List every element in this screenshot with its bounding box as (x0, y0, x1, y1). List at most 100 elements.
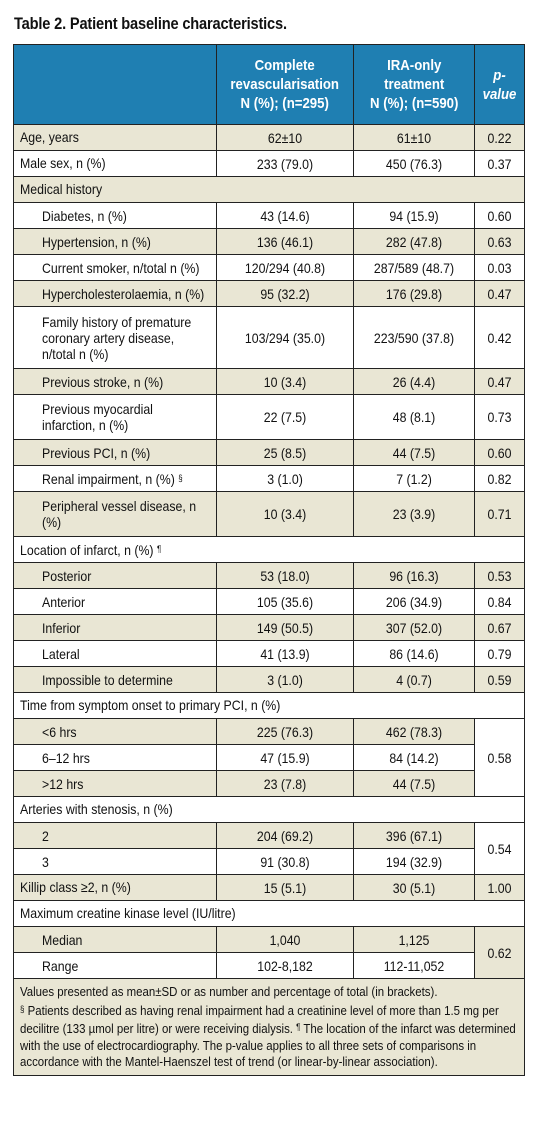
row-label: Previous myocardial infarction, n (%) (42, 401, 153, 433)
p-value: 0.71 (487, 506, 512, 522)
section-label: Location of infarct, n (%) ¶ (20, 541, 162, 558)
section-row: Location of infarct, n (%) ¶ (13, 536, 525, 563)
p-value: 0.03 (487, 259, 512, 276)
cell-value: 149 (50.5) (256, 619, 314, 636)
table-row: <6 hrs 225 (76.3) 462 (78.3) 0.58 (13, 718, 525, 797)
section-label: Maximum creatine kinase level (IU/litre) (20, 905, 236, 921)
cell-value: 10 (3.4) (263, 506, 307, 522)
cell-value: 91 (30.8) (260, 853, 310, 870)
section-label: Time from symptom onset to primary PCI, … (20, 697, 281, 713)
cell-value: 10 (3.4) (263, 373, 307, 390)
cell-value: 48 (8.1) (392, 409, 436, 425)
p-value: 0.42 (487, 329, 512, 346)
cell-value: 1,040 (269, 931, 301, 948)
table-row: Killip class ≥2, n (%) 15 (5.1) 30 (5.1)… (13, 874, 525, 901)
row-label: Renal impairment, n (%) § (42, 470, 183, 487)
cell-value: 61±10 (396, 129, 432, 146)
table-row: Hypercholesterolaemia, n (%) 95 (32.2) 1… (13, 280, 525, 307)
row-label: Diabetes, n (%) (42, 207, 127, 224)
table-row: Age, years 62±10 61±10 0.22 (13, 124, 525, 151)
cell-value: 103/294 (35.0) (244, 329, 326, 346)
cell-value: 225 (76.3) (256, 723, 314, 740)
p-value: 0.84 (487, 593, 512, 610)
table-row: Median 1,040 1,125 0.62 (13, 926, 525, 979)
header-ira-only: IRA-only treatment N (%); (n=590) (353, 44, 475, 125)
cell-value: 204 (69.2) (256, 827, 314, 844)
table-row: Previous stroke, n (%) 10 (3.4) 26 (4.4)… (13, 368, 525, 395)
table-row: >12 hrs 23 (7.8) 44 (7.5) (13, 770, 525, 797)
p-value: 0.62 (487, 944, 512, 961)
table-row: Peripheral vessel disease, n (%) 10 (3.4… (13, 491, 525, 537)
p-value: 0.60 (487, 207, 512, 224)
p-value: 0.58 (487, 749, 512, 766)
p-value: 0.59 (487, 671, 512, 688)
section-label: Medical history (20, 181, 103, 197)
p-value: 0.47 (487, 373, 512, 390)
cell-value: 120/294 (40.8) (244, 259, 326, 276)
cell-value: 43 (14.6) (260, 207, 310, 224)
section-row: Maximum creatine kinase level (IU/litre) (13, 900, 525, 927)
row-label: Hypertension, n (%) (42, 233, 151, 250)
row-label: Age, years (20, 129, 79, 145)
table-row: Anterior 105 (35.6) 206 (34.9) 0.84 (13, 588, 525, 615)
table-row: Previous PCI, n (%) 25 (8.5) 44 (7.5) 0.… (13, 439, 525, 466)
cell-value: 206 (34.9) (385, 593, 443, 610)
header-p-value: p-value (474, 44, 525, 125)
cell-value: 112-11,052 (383, 957, 445, 974)
row-label: Current smoker, n/total n (%) (42, 259, 200, 276)
cell-value: 41 (13.9) (260, 645, 310, 662)
cell-value: 3 (1.0) (267, 671, 303, 688)
cell-value: 1,125 (398, 931, 430, 948)
cell-value: 84 (14.2) (389, 749, 439, 766)
baseline-table: Complete revascularisation N (%); (n=295) … (13, 44, 525, 1076)
row-label: Range (42, 957, 79, 974)
section-row: Time from symptom onset to primary PCI, … (13, 692, 525, 719)
cell-value: 450 (76.3) (385, 155, 443, 172)
footnote: Values presented as mean±SD or as number… (20, 984, 516, 1069)
section-row: Medical history (13, 176, 525, 203)
cell-value: 223/590 (37.8) (373, 329, 455, 346)
cell-value: 22 (7.5) (263, 409, 307, 425)
table-row: Male sex, n (%) 233 (79.0) 450 (76.3) 0.… (13, 150, 525, 177)
table-row: Lateral 41 (13.9) 86 (14.6) 0.79 (13, 640, 525, 667)
cell-value: 3 (1.0) (267, 470, 303, 487)
cell-value: 15 (5.1) (263, 879, 307, 896)
cell-value: 4 (0.7) (396, 671, 432, 688)
p-value: 0.60 (487, 444, 512, 461)
p-value: 0.47 (487, 285, 512, 302)
cell-value: 462 (78.3) (385, 723, 443, 740)
table-row: 3 91 (30.8) 194 (32.9) (13, 848, 525, 875)
footnote-row: Values presented as mean±SD or as number… (13, 978, 525, 1076)
table-row: Diabetes, n (%) 43 (14.6) 94 (15.9) 0.60 (13, 202, 525, 229)
cell-value: 30 (5.1) (392, 879, 436, 896)
cell-value: 282 (47.8) (385, 233, 443, 250)
cell-value: 287/589 (48.7) (373, 259, 455, 276)
cell-value: 44 (7.5) (392, 775, 436, 792)
table-row: Hypertension, n (%) 136 (46.1) 282 (47.8… (13, 228, 525, 255)
cell-value: 62±10 (267, 129, 303, 146)
table-row: Range 102-8,182 112-11,052 (13, 952, 525, 979)
section-row: Arteries with stenosis, n (%) (13, 796, 525, 823)
cell-value: 86 (14.6) (389, 645, 439, 662)
row-label: Previous PCI, n (%) (42, 444, 151, 461)
cell-value: 25 (8.5) (263, 444, 307, 461)
row-label: Posterior (42, 567, 92, 584)
pilcrow-mark: ¶ (156, 543, 162, 554)
header-blank (13, 44, 217, 125)
cell-value: 44 (7.5) (392, 444, 436, 461)
p-value: 0.73 (487, 409, 512, 425)
row-label: Median (42, 931, 83, 948)
row-label: >12 hrs (42, 775, 84, 792)
row-label: Anterior (42, 593, 86, 610)
cell-value: 94 (15.9) (389, 207, 439, 224)
table-row: Previous myocardial infarction, n (%) 22… (13, 394, 525, 440)
row-label: Impossible to determine (42, 671, 173, 688)
row-label: Lateral (42, 645, 80, 662)
section-mark: § (178, 472, 183, 483)
table-row: Current smoker, n/total n (%) 120/294 (4… (13, 254, 525, 281)
cell-value: 233 (79.0) (256, 155, 314, 172)
cell-value: 176 (29.8) (385, 285, 443, 302)
cell-value: 7 (1.2) (396, 470, 432, 487)
row-label: Peripheral vessel disease, n (%) (42, 498, 197, 530)
header-row: Complete revascularisation N (%); (n=295) … (13, 44, 525, 125)
